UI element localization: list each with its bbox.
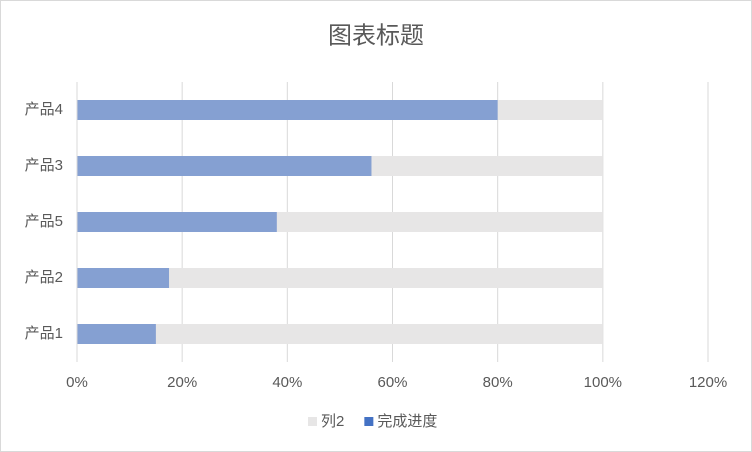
bar xyxy=(77,212,277,232)
y-tick-label: 产品2 xyxy=(25,269,63,286)
bar xyxy=(77,100,498,120)
x-tick-label: 120% xyxy=(689,374,727,391)
x-tick-label: 80% xyxy=(483,374,513,391)
bar xyxy=(77,324,603,344)
y-tick-label: 产品4 xyxy=(25,101,63,118)
x-tick-label: 0% xyxy=(66,374,88,391)
legend-label: 完成进度 xyxy=(377,413,437,430)
x-tick-label: 60% xyxy=(377,374,407,391)
legend-swatch xyxy=(308,417,317,426)
bar xyxy=(77,268,603,288)
bar xyxy=(77,156,372,176)
bar xyxy=(77,324,156,344)
x-tick-label: 100% xyxy=(584,374,622,391)
y-tick-label: 产品1 xyxy=(25,325,63,342)
legend-swatch xyxy=(364,417,374,426)
y-tick-label: 产品5 xyxy=(25,213,63,230)
x-tick-label: 40% xyxy=(272,374,302,391)
legend-label: 列2 xyxy=(321,413,344,430)
bar xyxy=(77,268,170,288)
x-tick-label: 20% xyxy=(167,374,197,391)
chart-title: 图表标题 xyxy=(328,22,424,49)
y-tick-label: 产品3 xyxy=(25,157,63,174)
